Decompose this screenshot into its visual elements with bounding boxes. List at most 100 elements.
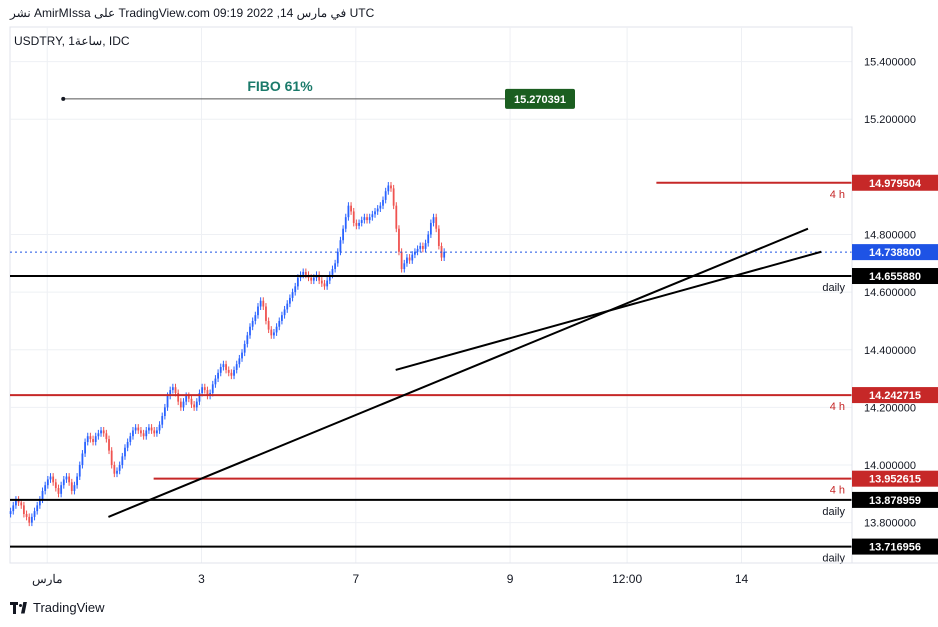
- candle: [320, 280, 323, 284]
- candle: [318, 274, 321, 281]
- candle: [382, 199, 384, 206]
- fibo-price-label: 15.270391: [514, 94, 566, 106]
- candle: [241, 352, 243, 359]
- candle: [54, 482, 57, 489]
- candle: [33, 511, 36, 517]
- candle: [384, 191, 387, 200]
- fibo-price-badge: [505, 88, 575, 109]
- time-tick-label: 3: [198, 572, 205, 586]
- price-tick-label: 14.600000: [864, 287, 916, 299]
- candle: [233, 369, 235, 376]
- candle: [161, 416, 164, 425]
- candle: [400, 251, 403, 270]
- candle: [344, 217, 347, 229]
- candle: [169, 390, 172, 396]
- candle: [62, 479, 65, 486]
- candle: [350, 205, 352, 212]
- candle: [323, 283, 326, 287]
- candle: [163, 407, 166, 417]
- candle: [355, 222, 358, 226]
- price-tick-label: 14.000000: [864, 460, 916, 472]
- candle: [174, 387, 177, 393]
- candle: [41, 490, 44, 500]
- candle: [121, 456, 124, 466]
- candle: [283, 309, 286, 316]
- candle: [89, 436, 92, 440]
- candle: [419, 246, 422, 249]
- price-tick-label: 15.400000: [864, 57, 916, 69]
- level-tag: daily: [822, 282, 845, 294]
- time-axis[interactable]: مارس 3 7 9 12:00 14: [32, 572, 749, 586]
- candle: [249, 326, 251, 336]
- candle: [86, 436, 89, 442]
- candle: [150, 427, 153, 431]
- candle: [358, 222, 360, 226]
- candle: [427, 234, 430, 244]
- tradingview-brand[interactable]: TradingView: [10, 600, 105, 615]
- fibo-annotation: FIBO 61% 15.270391: [61, 78, 575, 109]
- candle: [78, 465, 81, 477]
- candle: [246, 335, 249, 344]
- candle: [171, 387, 174, 391]
- candle: [57, 488, 60, 494]
- candle: [347, 205, 350, 218]
- candle: [134, 427, 137, 431]
- candle: [254, 315, 257, 321]
- level-price-label: 14.655880: [869, 271, 921, 283]
- candle: [81, 453, 84, 466]
- fibo-anchor: [61, 96, 66, 101]
- candle: [416, 248, 419, 252]
- candle: [334, 263, 337, 270]
- candle: [286, 303, 289, 310]
- candle: [390, 185, 392, 189]
- candle: [294, 286, 297, 293]
- candle: [36, 505, 39, 512]
- candle: [331, 269, 334, 275]
- candle: [94, 436, 97, 442]
- candle: [326, 280, 329, 287]
- level-price-label-bg: [852, 470, 938, 487]
- candle: [363, 217, 366, 221]
- candle: [211, 384, 214, 393]
- candle: [304, 271, 307, 275]
- level-price-label: 14.979504: [869, 178, 922, 190]
- candle: [179, 401, 182, 408]
- candle: [102, 430, 105, 434]
- candle: [222, 364, 225, 368]
- candle: [145, 430, 148, 437]
- last-price-label: 14.738800: [869, 247, 921, 259]
- level-price-label-bg: [852, 268, 938, 285]
- candle: [60, 485, 63, 494]
- candle: [177, 392, 180, 402]
- candle: [49, 476, 52, 480]
- candle: [17, 499, 20, 503]
- candle: [46, 479, 49, 486]
- candle: [28, 516, 31, 523]
- price-tick-label: 14.400000: [864, 345, 916, 357]
- candle: [281, 315, 283, 321]
- candle: [126, 441, 129, 448]
- candle: [195, 401, 198, 408]
- candle: [198, 392, 201, 402]
- level-tag: 4 h: [830, 485, 845, 497]
- candle: [432, 217, 435, 223]
- candle: [398, 228, 400, 252]
- candle: [182, 401, 185, 408]
- trendlines: [108, 227, 822, 518]
- price-axis[interactable]: 13.800000 14.000000 14.200000 14.400000 14.6…: [864, 57, 916, 530]
- level-tag: daily: [822, 506, 845, 518]
- candle: [137, 427, 140, 431]
- candle: [257, 306, 259, 316]
- candle: [289, 297, 291, 304]
- candle: [302, 271, 305, 275]
- candle: [273, 332, 275, 336]
- candle: [185, 395, 188, 402]
- level-price-label-bg: [852, 538, 938, 555]
- price-tick-label: 15.200000: [864, 114, 916, 126]
- candle: [105, 433, 108, 440]
- candle: [148, 427, 150, 431]
- candle: [424, 243, 427, 249]
- candle: [30, 516, 33, 523]
- level-tag: 4 h: [830, 401, 845, 413]
